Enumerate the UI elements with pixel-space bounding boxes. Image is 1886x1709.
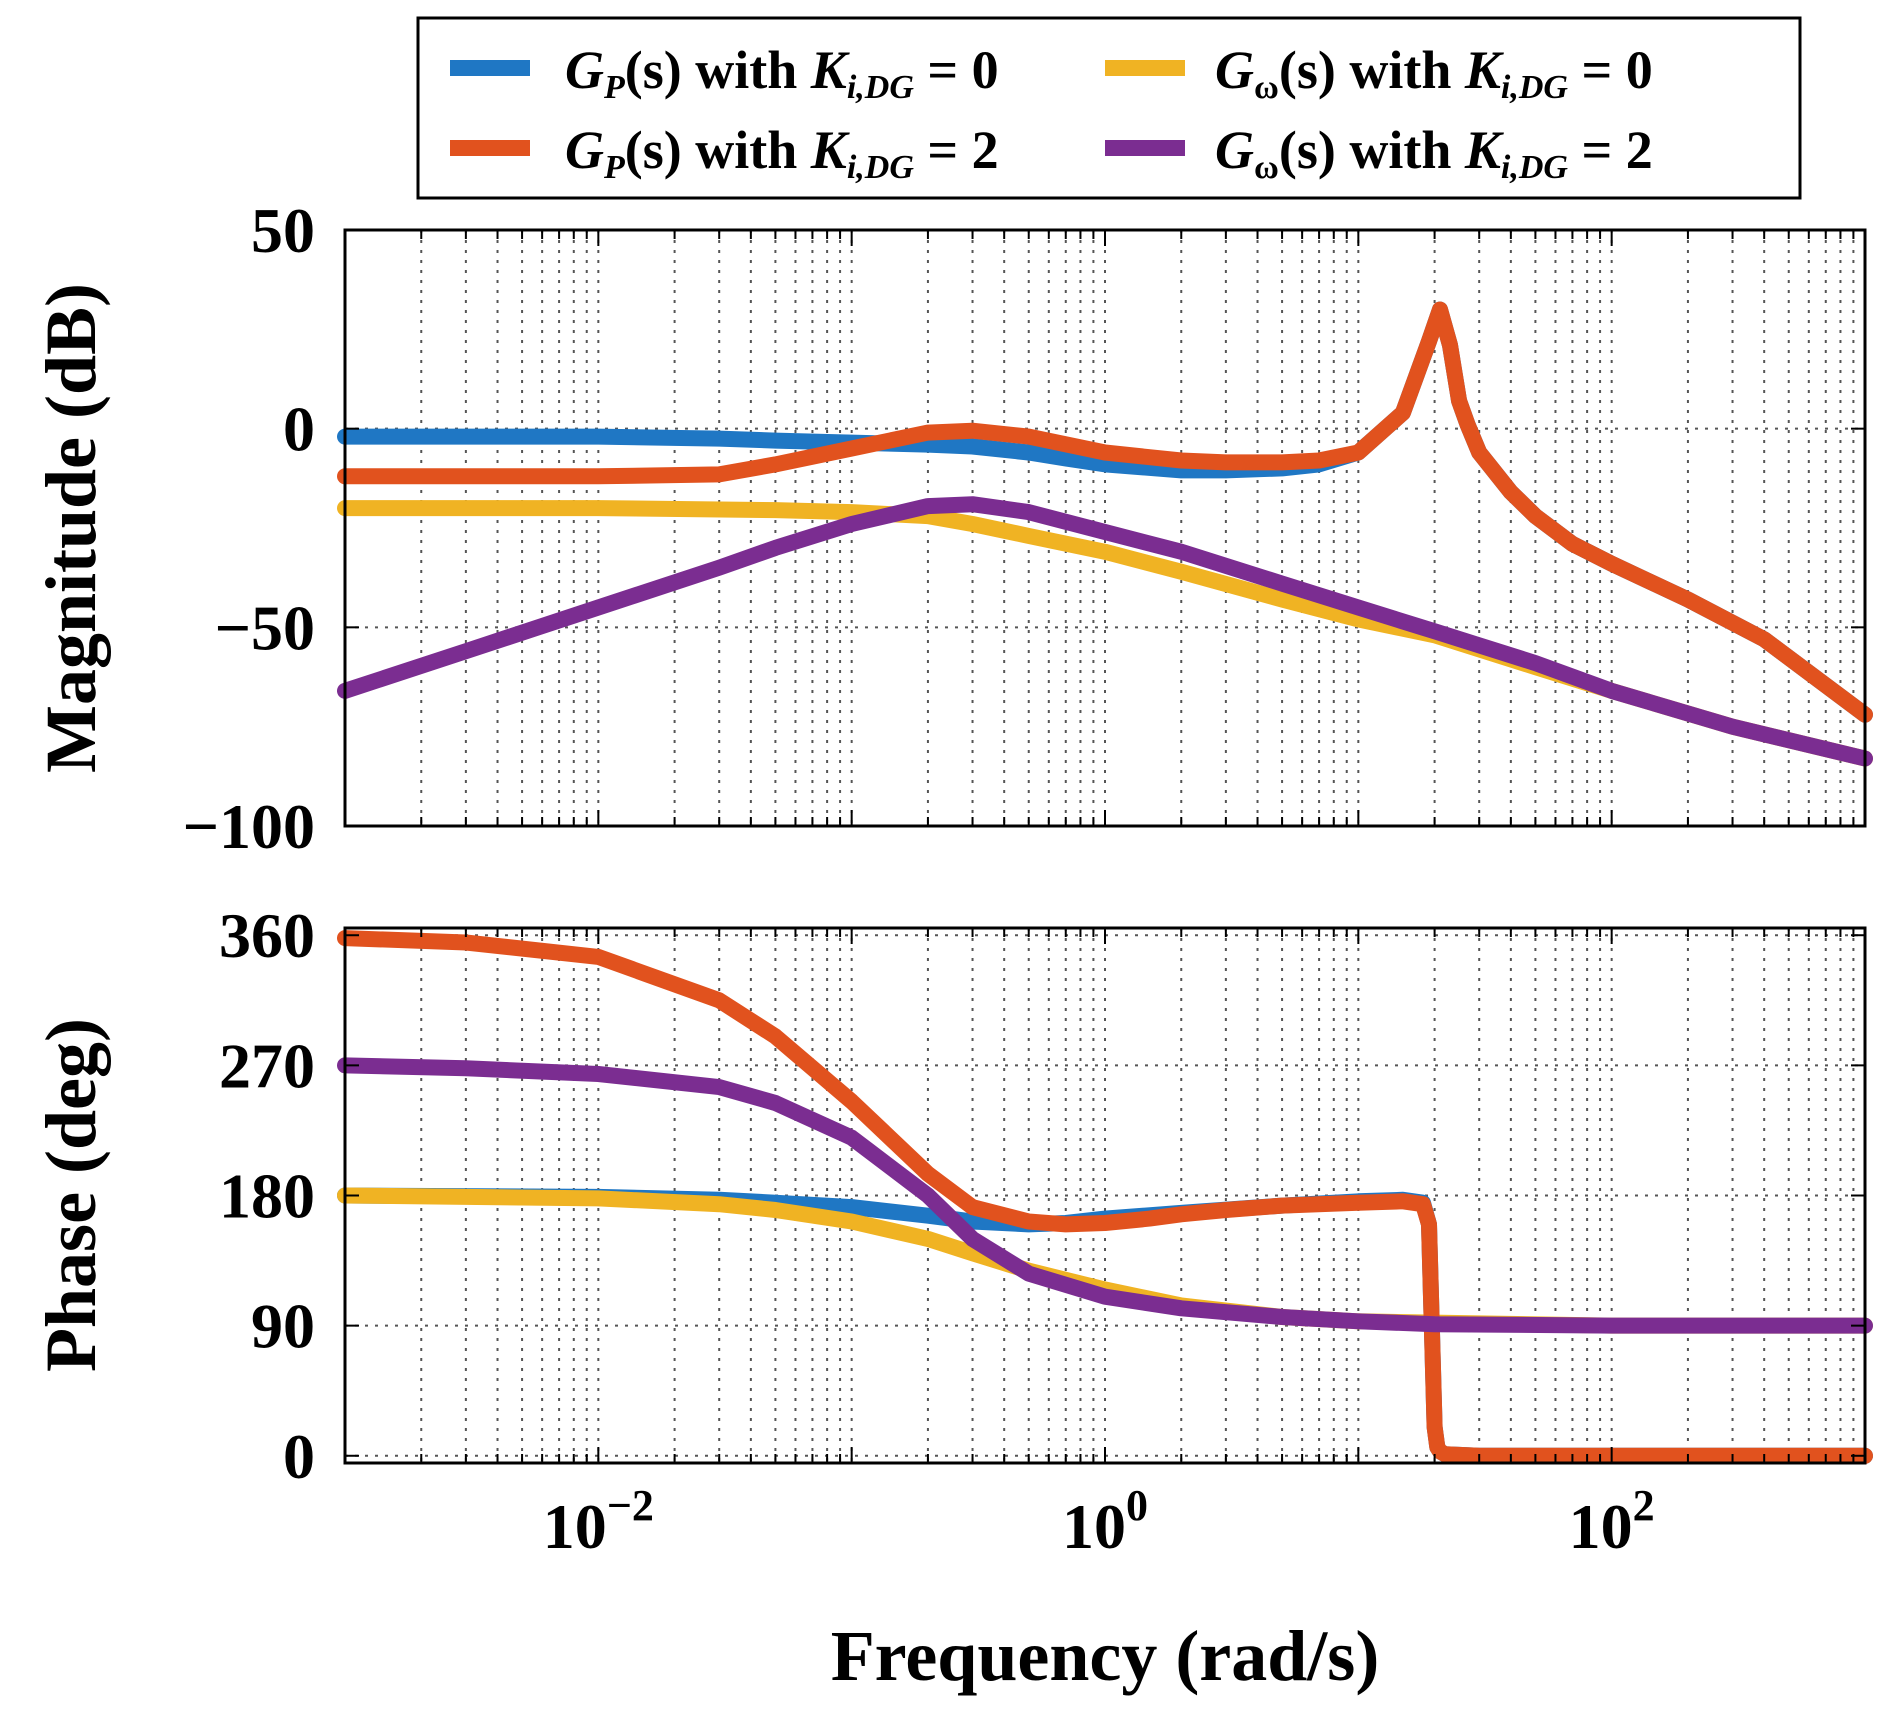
magnitude-ticks [345,229,1865,827]
phase-ticks [345,928,1865,1463]
x-tick-label: 10−2 [543,1481,654,1562]
legend-entry-gw-k0: Gω(s) with Ki,DG = 0 [1105,40,1653,106]
phase-ytick-label: 360 [219,900,315,971]
phase-ytick-label: 180 [219,1161,315,1232]
magnitude-panel: 50 0 −50 −100 Magnitude (dB) [31,195,1873,862]
phase-series-3 [337,1057,1873,1334]
phase-curves [337,930,1873,1464]
legend-label-gp-k2: GP(s) with Ki,DG = 2 [565,120,999,186]
magnitude-ytick-label: 50 [251,195,315,266]
legend-label-gw-k2: Gω(s) with Ki,DG = 2 [1215,120,1653,186]
magnitude-ytick-label: −50 [215,592,315,663]
phase-y-tick-labels: 360 270 180 90 0 [219,900,315,1492]
phase-series-2 [337,930,1873,1464]
legend-entry-gp-k2: GP(s) with Ki,DG = 2 [450,120,999,186]
phase-ylabel: Phase (deg) [31,1018,111,1372]
legend: GP(s) with Ki,DG = 0 Gω(s) with Ki,DG = … [416,16,1802,200]
magnitude-series-2 [337,301,1873,723]
magnitude-series-3 [337,496,1873,767]
phase-panel: 360 270 180 90 0 Phase (deg) [31,900,1873,1492]
legend-entry-gw-k2: Gω(s) with Ki,DG = 2 [1105,120,1653,186]
legend-label-gp-k0: GP(s) with Ki,DG = 0 [565,40,999,106]
magnitude-ytick-label: −100 [183,791,315,862]
x-axis-title: Frequency (rad/s) [831,1616,1380,1696]
magnitude-curves [337,301,1873,767]
x-tick-labels: 10−2 100 102 [543,1481,1655,1562]
magnitude-ylabel: Magnitude (dB) [31,283,111,773]
magnitude-ytick-label: 0 [283,394,315,465]
x-tick-label: 102 [1569,1481,1655,1562]
magnitude-y-tick-labels: 50 0 −50 −100 [183,195,315,862]
phase-ytick-label: 0 [283,1421,315,1492]
legend-label-gw-k0: Gω(s) with Ki,DG = 0 [1215,40,1653,106]
phase-ytick-label: 270 [219,1030,315,1101]
legend-entry-gp-k0: GP(s) with Ki,DG = 0 [450,40,999,106]
legend-box [416,16,1802,200]
x-tick-label: 100 [1062,1481,1148,1562]
phase-ytick-label: 90 [251,1291,315,1362]
